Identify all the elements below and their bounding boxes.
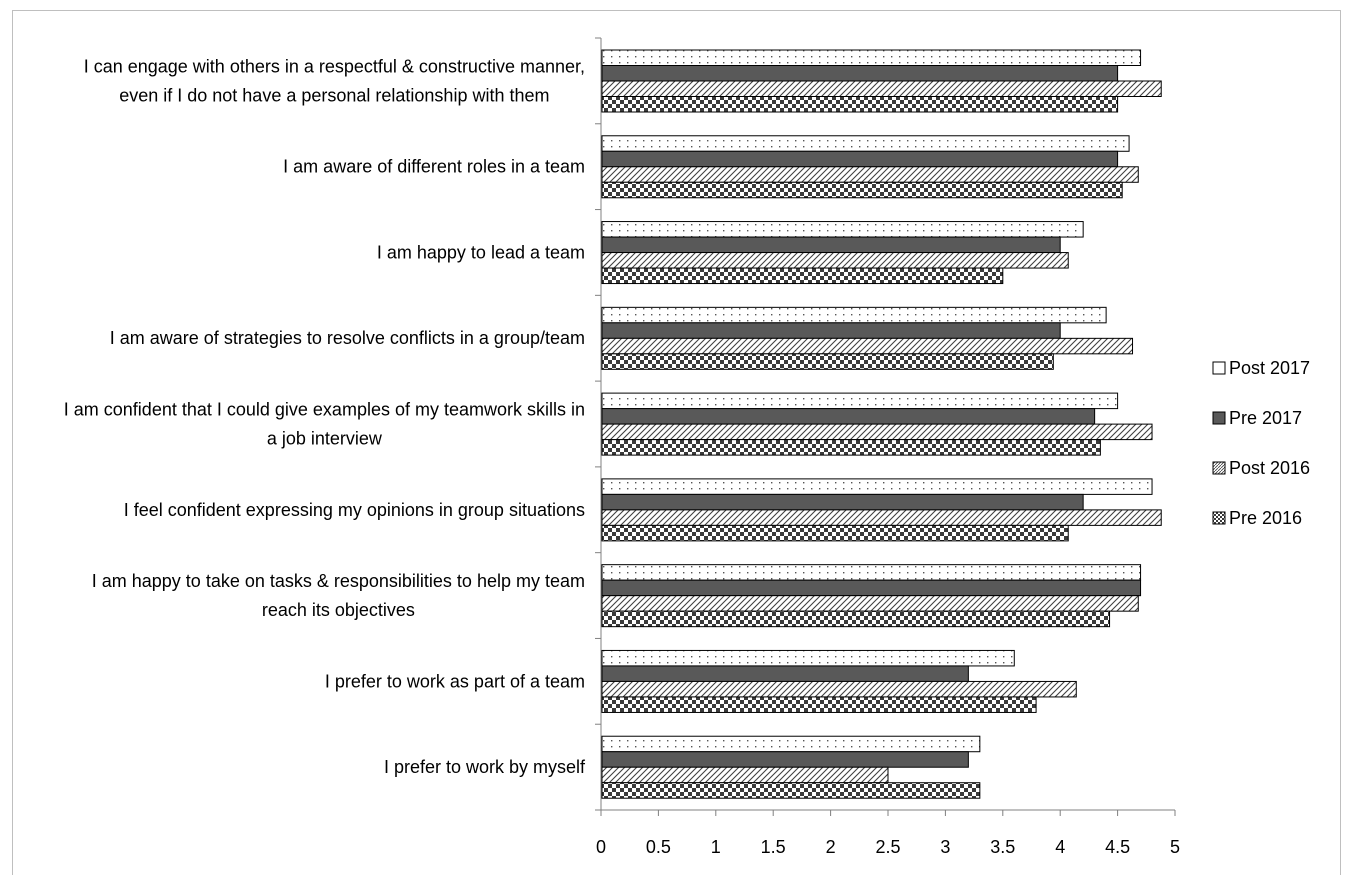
category-label-7: I am happy to take on tasks & responsibi… [92, 571, 585, 620]
bar-post-2016-8 [601, 680, 1077, 698]
legend: Post 2017 Pre 2017 Post 2016 Pre 2016 [1212, 358, 1310, 528]
legend-swatch-post-2017 [1212, 361, 1226, 375]
legend-label-post-2017: Post 2017 [1229, 358, 1310, 378]
x-tick-label-0: 0 [596, 837, 606, 857]
category-label-1: I can engage with others in a respectful… [84, 56, 585, 105]
bar-post-2017-6 [601, 478, 1153, 495]
bar-post-2016-4 [601, 337, 1134, 355]
bar-pre-2016-1 [601, 96, 1119, 113]
bar-post-2017-7 [601, 564, 1142, 581]
x-tick-labels: 0 0.5 1 1.5 2 2.5 3 3.5 4 4.5 5 [596, 837, 1180, 857]
x-tick-label-1-5: 1.5 [761, 837, 786, 857]
x-tick-label-2: 2 [826, 837, 836, 857]
bar-post-2017-2 [601, 135, 1130, 152]
bar-post-2016-5 [601, 423, 1153, 441]
bar-post-2017-8 [601, 649, 1015, 667]
legend-label-pre-2017: Pre 2017 [1229, 408, 1302, 428]
bars-layer [601, 49, 1162, 799]
bar-pre-2016-3 [601, 267, 1004, 285]
category-label-5: I am confident that I could give example… [64, 400, 585, 449]
legend-swatch-post-2016 [1212, 461, 1226, 475]
bar-post-2017-4 [601, 306, 1107, 324]
x-tick-label-2-5: 2.5 [875, 837, 900, 857]
x-tick-label-5: 5 [1170, 837, 1180, 857]
bar-pre-2016-2 [601, 181, 1123, 199]
bar-post-2016-7 [601, 595, 1139, 612]
x-tick-label-3: 3 [940, 837, 950, 857]
bar-pre-2016-5 [601, 439, 1101, 456]
x-tick-label-0-5: 0.5 [646, 837, 671, 857]
x-tick-label-4: 4 [1055, 837, 1065, 857]
bar-post-2016-9 [601, 766, 889, 784]
bar-pre-2016-7 [601, 610, 1111, 628]
x-tick-label-1: 1 [711, 837, 721, 857]
category-label-2: I am aware of different roles in a team [283, 157, 585, 177]
bar-post-2016-6 [601, 509, 1162, 526]
legend-label-post-2016: Post 2016 [1229, 458, 1310, 478]
bar-pre-2017-6 [601, 493, 1084, 511]
bar-pre-2017-1 [601, 65, 1119, 82]
bar-post-2017-5 [601, 392, 1119, 410]
legend-swatch-pre-2016 [1212, 511, 1226, 525]
axis-layer [595, 37, 1176, 816]
bar-pre-2017-9 [601, 751, 969, 768]
bar-post-2017-1 [601, 49, 1142, 66]
bar-pre-2017-2 [601, 150, 1119, 168]
category-labels: I can engage with others in a respectful… [64, 56, 586, 777]
bar-pre-2016-6 [601, 524, 1069, 542]
bar-post-2017-9 [601, 735, 981, 753]
bar-pre-2016-8 [601, 696, 1037, 713]
bar-pre-2016-9 [601, 782, 981, 799]
category-label-8: I prefer to work as part of a team [325, 671, 585, 691]
bar-pre-2017-3 [601, 236, 1061, 254]
chart-border [12, 10, 1341, 875]
category-label-6: I feel confident expressing my opinions … [124, 500, 585, 520]
category-label-4: I am aware of strategies to resolve conf… [110, 328, 585, 348]
x-tick-label-4-5: 4.5 [1105, 837, 1130, 857]
category-label-9: I prefer to work by myself [384, 757, 586, 777]
legend-label-pre-2016: Pre 2016 [1229, 508, 1302, 528]
bar-pre-2017-4 [601, 322, 1061, 339]
legend-swatch-pre-2017 [1212, 411, 1226, 425]
bar-pre-2017-5 [601, 408, 1096, 425]
bar-post-2017-3 [601, 221, 1084, 238]
bar-post-2016-2 [601, 166, 1139, 183]
bar-pre-2017-8 [601, 665, 969, 682]
x-tick-label-3-5: 3.5 [990, 837, 1015, 857]
bar-post-2016-3 [601, 252, 1069, 269]
bar-pre-2017-7 [601, 579, 1142, 597]
bar-pre-2016-4 [601, 353, 1054, 370]
bar-post-2016-1 [601, 80, 1162, 97]
category-label-3: I am happy to lead a team [377, 242, 585, 262]
